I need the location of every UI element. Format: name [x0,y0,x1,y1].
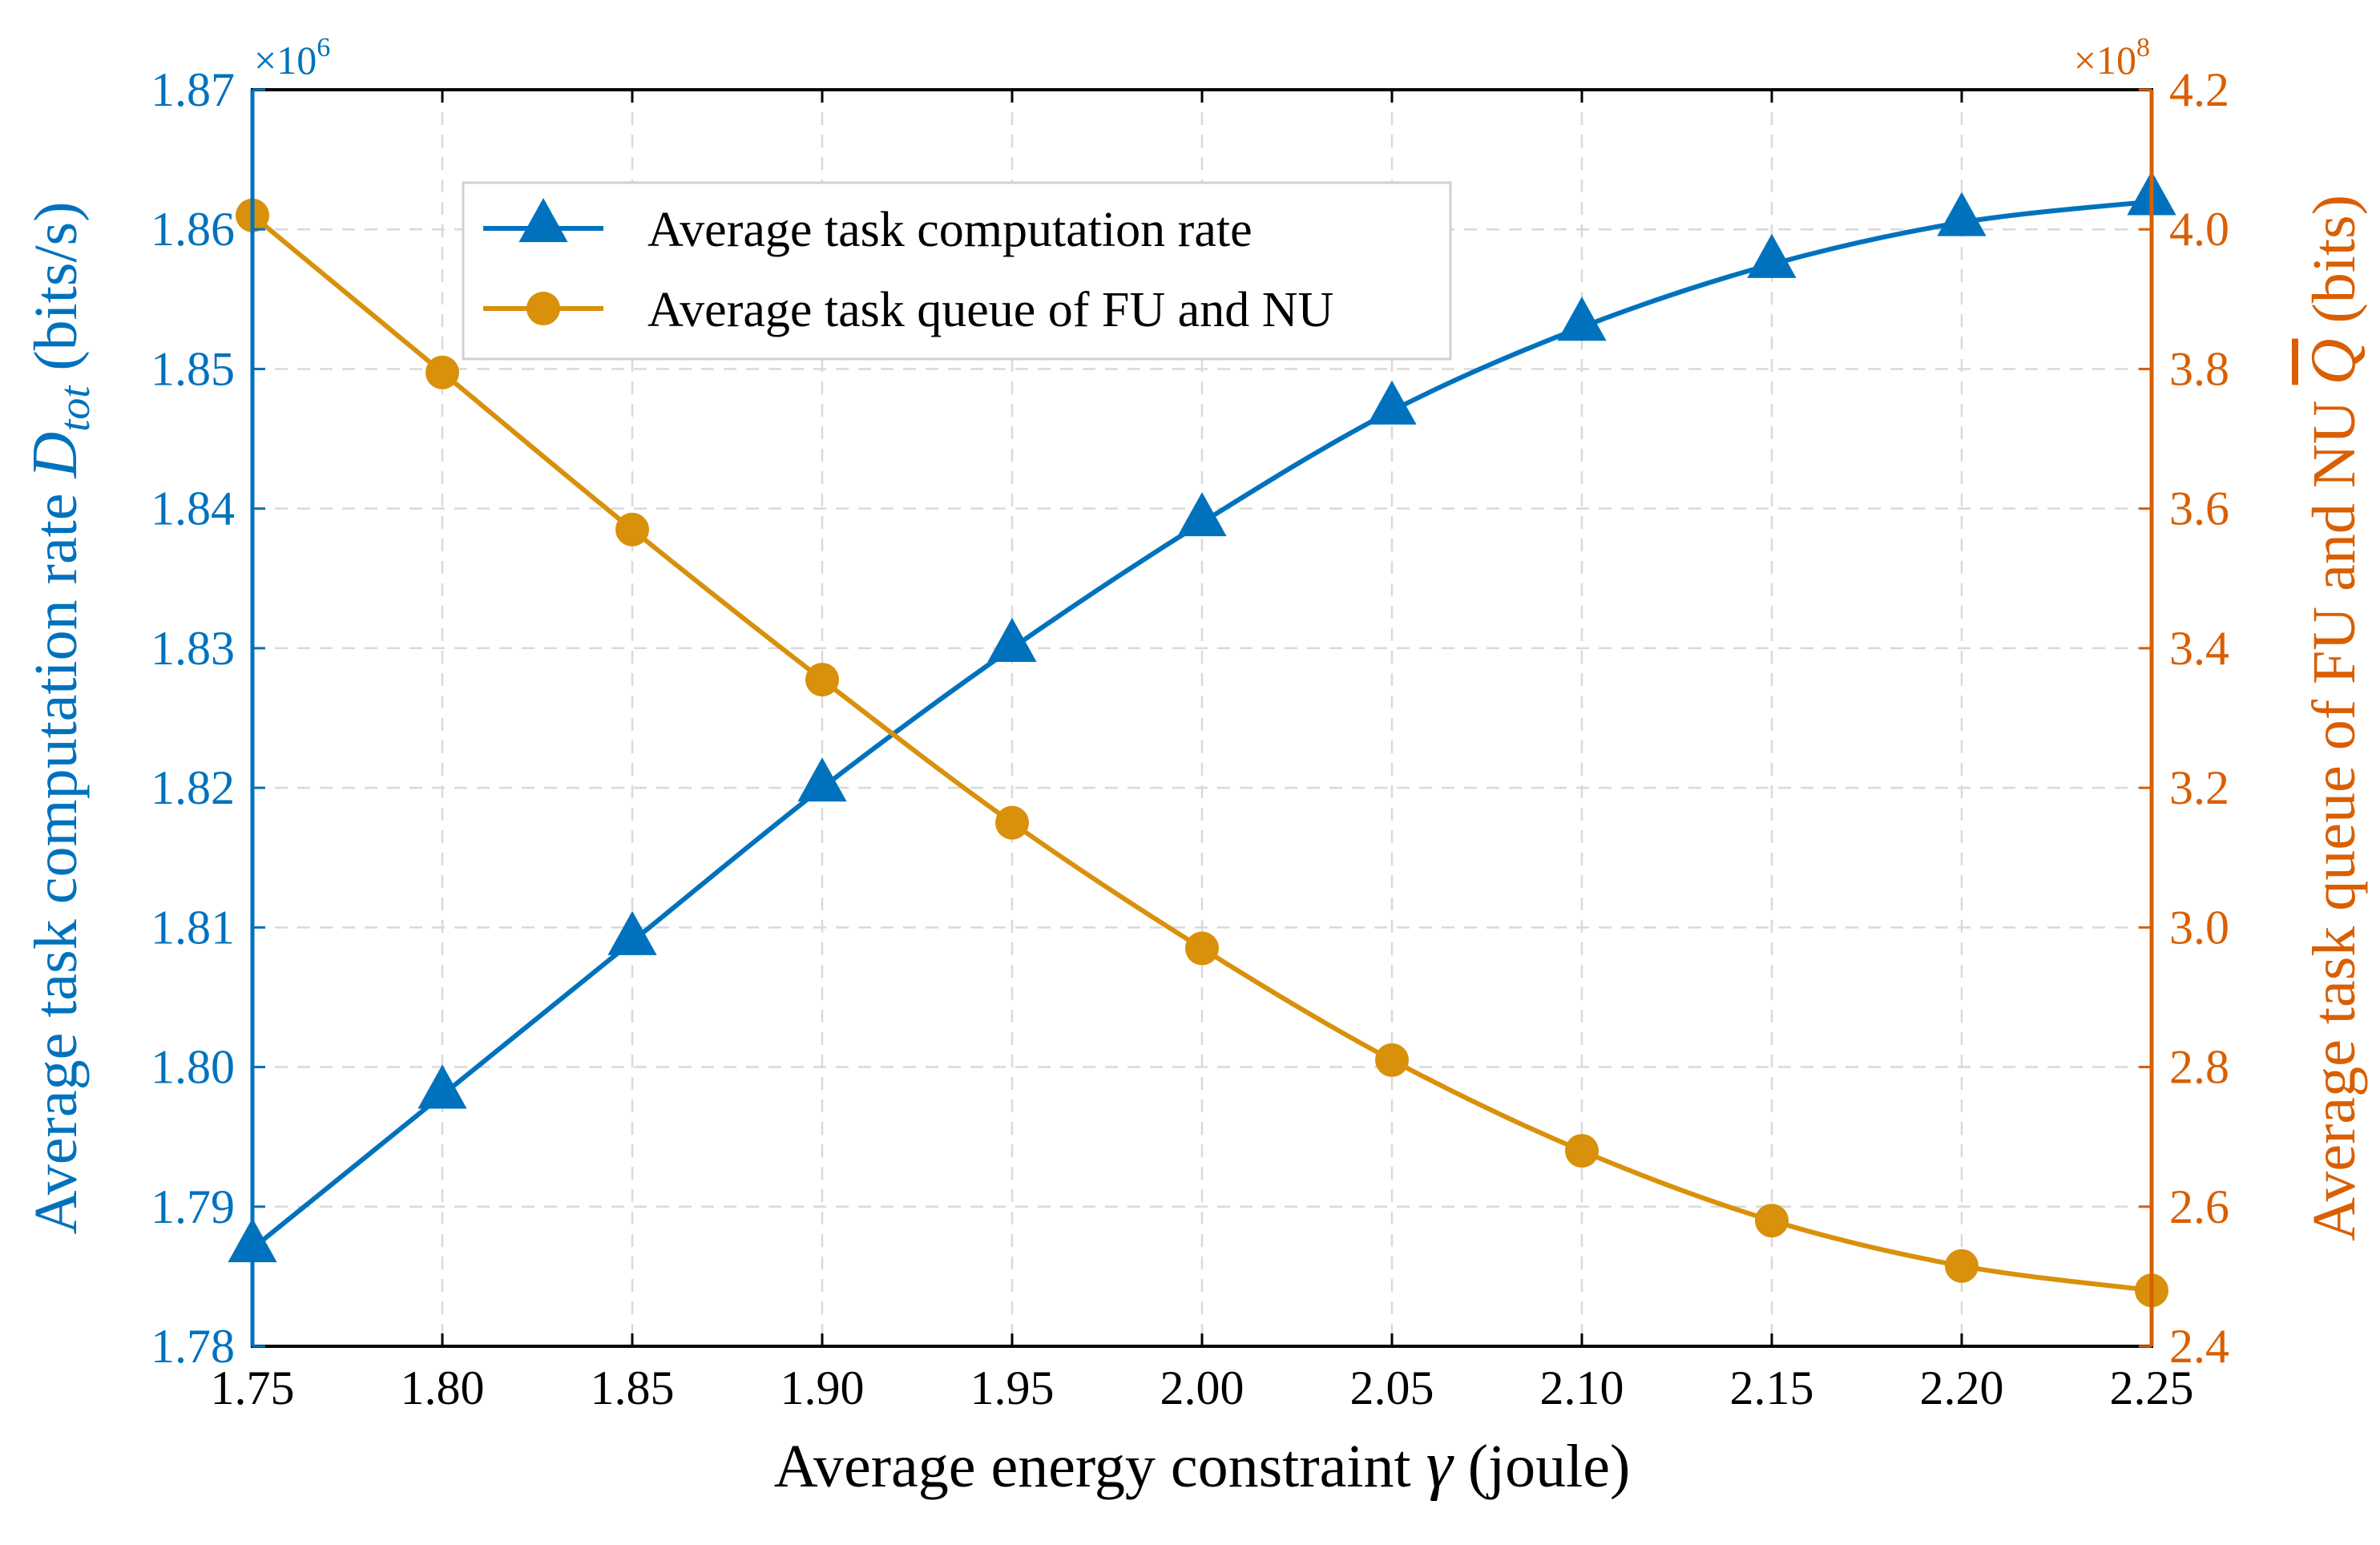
y-right-tick-label: 4.2 [2169,63,2229,116]
y-right-tick-label: 3.4 [2169,622,2229,675]
y-right-tick-label: 3.2 [2169,761,2229,814]
legend-label-queue: Average task queue of FU and NU [647,283,1333,337]
data-point-queue [426,355,459,389]
legend-label-rate: Average task computation rate [647,203,1253,257]
y-right-multiplier: ×108 [2074,33,2150,83]
y-left-tick-label: 1.84 [151,482,235,535]
data-point-queue [995,805,1029,840]
y-right-tick-label: 3.6 [2169,482,2229,535]
y-left-tick-label: 1.81 [151,901,235,954]
x-tick-label: 2.10 [1540,1361,1624,1414]
data-point-queue [615,512,649,547]
data-point-rate [1937,192,1987,236]
y-right-tick-label: 4.0 [2169,203,2229,256]
data-point-rate [607,910,657,955]
series-line-rate [251,199,2152,1251]
legend-marker-queue [526,292,560,325]
y-left-tick-label: 1.78 [151,1320,235,1373]
x-tick-label: 1.95 [970,1361,1055,1414]
x-tick-label: 2.05 [1350,1361,1434,1414]
y-right-tick-label: 2.6 [2169,1180,2229,1233]
data-point-rate [1367,380,1417,425]
x-tick-label: 1.90 [781,1361,865,1414]
legend-marker-rate [518,198,568,243]
x-tick-label: 1.80 [401,1361,485,1414]
data-point-rate [987,617,1037,662]
data-point-rate [1177,492,1227,537]
data-point-queue [1755,1204,1789,1238]
x-tick-label: 1.85 [591,1361,675,1414]
data-point-queue [805,663,839,697]
y-left-tick-label: 1.83 [151,622,235,675]
y-right-tick-label: 3.8 [2169,342,2229,395]
axes-layer: 1.75 1.80 1.85 1.90 1.95 2.00 2.05 2.10 2.15 2.20… [20,33,2369,1502]
y-right-tick-label: 2.8 [2169,1041,2229,1094]
x-tick-label: 2.15 [1730,1361,1814,1414]
x-tick-label: 2.00 [1160,1361,1244,1414]
data-point-queue [1375,1043,1409,1077]
legend-box [462,181,1452,361]
y-left-tick-label: 1.79 [151,1180,235,1233]
y-left-axis-label: Average task computation rate Dtot (bits… [20,202,99,1235]
y-left-tick-label: 1.86 [151,203,235,256]
x-tick-label: 1.75 [211,1361,295,1414]
data-point-rate [1747,233,1797,278]
y-left-tick-label: 1.80 [151,1041,235,1094]
y-right-axis-label: Average task queue of FU and NU Q (bits) [2298,195,2369,1241]
y-left-tick-label: 1.87 [151,63,235,116]
series-line-queue [251,213,2152,1293]
data-point-rate [1557,296,1607,341]
data-point-queue [1945,1249,1979,1283]
x-tick-label: 2.20 [1920,1361,2004,1414]
data-point-queue [1565,1134,1599,1168]
data-point-queue [1185,931,1219,966]
y-left-tick-label: 1.85 [151,342,235,395]
y-right-tick-label: 2.4 [2169,1320,2229,1373]
y-left-tick-label: 1.82 [151,761,235,814]
y-right-tick-label: 3.0 [2169,901,2229,954]
legend: Average task computation rate Average tas… [462,181,1452,361]
x-axis-label: Average energy constraint γ (joule) [774,1427,1631,1502]
x-tick-label: 2.25 [2110,1361,2194,1414]
y-left-multiplier: ×106 [254,33,330,83]
data-point-rate [797,757,847,802]
data-point-rate [418,1064,467,1109]
